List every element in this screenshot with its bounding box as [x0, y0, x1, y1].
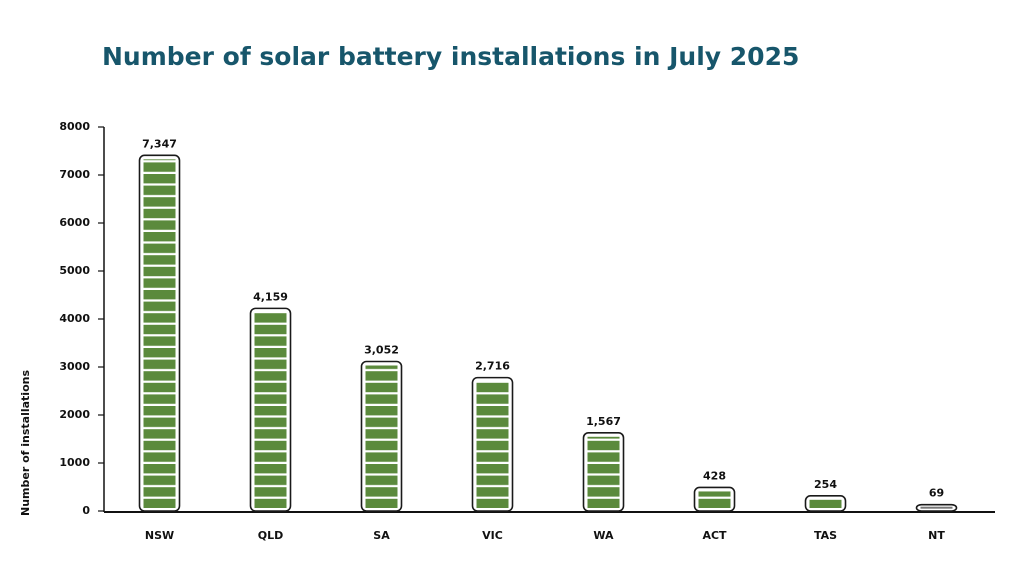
value-label: 428 — [703, 469, 726, 482]
bar-cells — [920, 506, 953, 509]
x-tick-label: ACT — [702, 529, 727, 542]
y-axis-label: Number of installations — [19, 370, 32, 516]
x-tick-label: WA — [593, 529, 614, 542]
bar-cells — [698, 491, 731, 508]
y-tick-label: 3000 — [59, 360, 90, 373]
bar-cells — [365, 365, 398, 508]
y-tick-label: 7000 — [59, 168, 90, 181]
x-tick-label: NSW — [145, 529, 174, 542]
bar-cells — [476, 381, 509, 508]
chart-title: Number of solar battery installations in… — [102, 42, 799, 71]
x-tick-label: QLD — [258, 529, 284, 542]
y-tick-label: 0 — [82, 504, 90, 517]
value-label: 1,567 — [586, 415, 621, 428]
value-label: 7,347 — [142, 137, 177, 150]
x-tick-label: NT — [928, 529, 945, 542]
y-tick-label: 6000 — [59, 216, 90, 229]
y-tick-label: 2000 — [59, 408, 90, 421]
x-tick-label: TAS — [814, 529, 837, 542]
value-label: 4,159 — [253, 290, 288, 303]
bar-cells — [254, 312, 287, 508]
value-label: 69 — [929, 487, 944, 500]
y-tick-label: 5000 — [59, 264, 90, 277]
y-tick-label: 4000 — [59, 312, 90, 325]
bar-cells — [143, 159, 176, 508]
value-label: 2,716 — [475, 360, 510, 373]
y-tick-label: 8000 — [59, 120, 90, 133]
value-label: 254 — [814, 478, 837, 491]
x-tick-label: SA — [373, 529, 390, 542]
x-tick-label: VIC — [482, 529, 503, 542]
bar-cells — [587, 436, 620, 508]
y-tick-label: 1000 — [59, 456, 90, 469]
value-label: 3,052 — [364, 344, 399, 357]
bar-cells — [809, 499, 842, 508]
